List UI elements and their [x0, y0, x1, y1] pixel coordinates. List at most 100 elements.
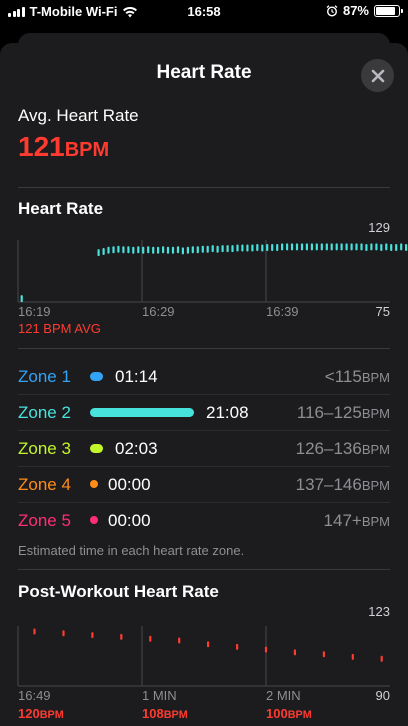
- status-bar: T-Mobile Wi-Fi 16:58 87%: [0, 0, 408, 24]
- data-point: [166, 246, 170, 254]
- data-point: [375, 243, 378, 251]
- close-button[interactable]: [361, 59, 394, 92]
- data-point: [186, 246, 189, 254]
- avg-bpm-label: 121 BPM AVG: [18, 321, 101, 336]
- data-point: [62, 630, 65, 637]
- x-tick-label: 16:29: [142, 304, 175, 319]
- data-point: [290, 243, 294, 251]
- data-point: [142, 246, 145, 254]
- x-tick-label: 16:39: [266, 304, 299, 319]
- zone-time: 02:03: [115, 439, 158, 458]
- zone-range: 137–146BPM: [296, 475, 390, 495]
- data-point: [137, 246, 140, 254]
- y-max-label: 123: [368, 604, 390, 619]
- data-point: [157, 246, 160, 254]
- zone-range: 126–136BPM: [296, 439, 390, 459]
- zone-divider: [18, 502, 390, 503]
- cellular-signal-icon: [8, 6, 25, 17]
- avg-heart-rate-unit: BPM: [64, 139, 110, 161]
- zone-range-value: 126–136: [295, 439, 362, 458]
- post-workout-points: [33, 628, 383, 662]
- y-min-label: 90: [376, 688, 390, 702]
- post-workout-value: 108BPM: [142, 706, 188, 721]
- zone-range: 147+BPM: [324, 511, 390, 531]
- data-point: [191, 246, 194, 254]
- x-tick-label: 16:19: [18, 304, 51, 319]
- data-point: [261, 244, 264, 252]
- data-point: [112, 246, 115, 254]
- zone-range-value: 116–125: [296, 403, 362, 422]
- data-point: [226, 245, 229, 253]
- zone-range-value: 137–146: [295, 475, 362, 494]
- data-point: [400, 243, 403, 251]
- data-point: [293, 649, 296, 656]
- data-point: [256, 244, 259, 251]
- data-point: [385, 243, 388, 251]
- zone-time: 01:14: [115, 367, 158, 386]
- data-point: [335, 243, 338, 251]
- data-point: [231, 245, 234, 253]
- zone-name: Zone 2: [18, 403, 71, 422]
- battery-icon: [374, 4, 403, 17]
- data-point: [365, 244, 368, 251]
- data-point: [380, 655, 383, 662]
- data-point: [330, 243, 333, 251]
- alarm-icon: [326, 4, 338, 17]
- avg-heart-rate-label: Avg. Heart Rate: [18, 106, 139, 125]
- zone-name: Zone 5: [18, 511, 71, 530]
- data-point: [20, 295, 23, 303]
- zone-range-value: <115: [324, 367, 362, 386]
- post-workout-title: Post-Workout Heart Rate: [18, 582, 219, 601]
- data-point: [264, 646, 268, 653]
- data-point: [216, 245, 219, 253]
- post-workout-chart-svg: 123 16:49 1 MIN 2 MIN 90: [17, 604, 390, 702]
- divider: [18, 187, 390, 188]
- zone-range: <115BPM: [325, 367, 390, 387]
- y-max-label: 129: [368, 220, 390, 235]
- data-point: [325, 243, 328, 251]
- zone-divider: [18, 430, 390, 431]
- battery-percent: 87%: [342, 3, 369, 18]
- data-point: [300, 243, 304, 251]
- data-point: [178, 637, 181, 644]
- zone-range-unit: BPM: [361, 370, 390, 385]
- data-point: [117, 245, 120, 253]
- data-point: [310, 243, 313, 251]
- data-point: [390, 244, 393, 251]
- data-point: [246, 244, 249, 252]
- zone-range-unit: BPM: [361, 442, 390, 457]
- post-workout-value: 120BPM: [18, 706, 64, 721]
- data-point: [322, 651, 325, 658]
- data-point: [211, 245, 214, 253]
- post-workout-value-number: 108: [142, 706, 164, 721]
- data-point: [370, 243, 373, 251]
- wifi-icon: [123, 6, 138, 17]
- divider: [18, 348, 390, 349]
- x-tick-label: 2 MIN: [266, 688, 301, 702]
- data-point: [350, 243, 353, 251]
- data-point: [206, 245, 209, 253]
- data-point: [127, 246, 130, 254]
- data-point: [380, 244, 383, 251]
- zone-indicator: [90, 516, 98, 524]
- data-point: [281, 243, 284, 251]
- data-point: [196, 246, 199, 254]
- data-point: [405, 244, 408, 251]
- data-point: [201, 245, 204, 253]
- data-point: [120, 633, 123, 640]
- zone-row: Zone 1 01:14 <115BPM: [18, 359, 390, 395]
- zone-range-unit: BPM: [361, 406, 390, 421]
- x-tick-label: 1 MIN: [142, 688, 177, 702]
- zone-time: 00:00: [108, 475, 151, 494]
- zone-row: Zone 2 21:08 116–125BPM: [18, 395, 390, 431]
- data-point: [132, 246, 135, 254]
- data-point: [286, 243, 289, 251]
- avg-heart-rate-number: 121: [18, 131, 65, 162]
- data-point: [340, 243, 343, 251]
- zone-row: Zone 5 00:00 147+BPM: [18, 503, 390, 539]
- zone-indicator: [90, 372, 103, 381]
- post-workout-value-unit: BPM: [163, 709, 188, 721]
- data-point: [276, 244, 279, 251]
- data-point: [360, 243, 363, 251]
- data-point: [320, 243, 323, 251]
